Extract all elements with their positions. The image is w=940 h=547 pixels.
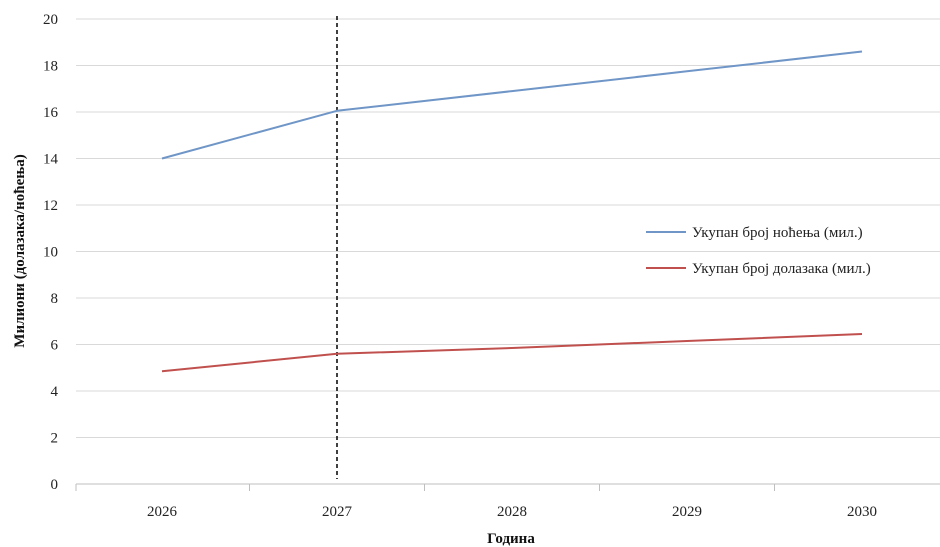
y-tick-label: 10 bbox=[43, 245, 58, 261]
y-axis-title: Милиони (долазака/ноћења) bbox=[12, 154, 28, 347]
y-tick-label: 8 bbox=[51, 291, 59, 307]
series-line-1 bbox=[161, 50, 863, 160]
y-tick-label: 20 bbox=[43, 12, 58, 28]
y-tick-label: 2 bbox=[51, 431, 59, 447]
x-tick-label: 2030 bbox=[847, 504, 877, 520]
series-line-2 bbox=[161, 333, 863, 373]
grid-lines bbox=[76, 18, 940, 438]
legend-label-2: Укупан број долазака (мил.) bbox=[692, 261, 871, 277]
y-tick-label: 16 bbox=[43, 105, 59, 121]
legend: Укупан број ноћења (мил.) Укупан број дол… bbox=[646, 225, 871, 277]
x-axis-ticks: 2026 2027 2028 2029 2030 bbox=[75, 484, 877, 520]
y-tick-label: 14 bbox=[43, 152, 59, 168]
y-tick-label: 18 bbox=[43, 59, 58, 75]
y-tick-label: 0 bbox=[51, 477, 59, 493]
series-group bbox=[161, 50, 863, 373]
y-tick-label: 4 bbox=[51, 384, 59, 400]
x-tick-label: 2029 bbox=[672, 504, 702, 520]
x-tick-label: 2028 bbox=[497, 504, 527, 520]
y-tick-label: 12 bbox=[43, 198, 58, 214]
x-tick-label: 2027 bbox=[322, 504, 353, 520]
y-tick-label: 6 bbox=[51, 338, 59, 354]
y-axis-ticks: 0 2 4 6 8 10 12 14 16 18 20 bbox=[43, 12, 59, 493]
x-axis-title: Година bbox=[487, 531, 535, 547]
legend-label-1: Укупан број ноћења (мил.) bbox=[692, 225, 863, 241]
x-tick-label: 2026 bbox=[147, 504, 178, 520]
